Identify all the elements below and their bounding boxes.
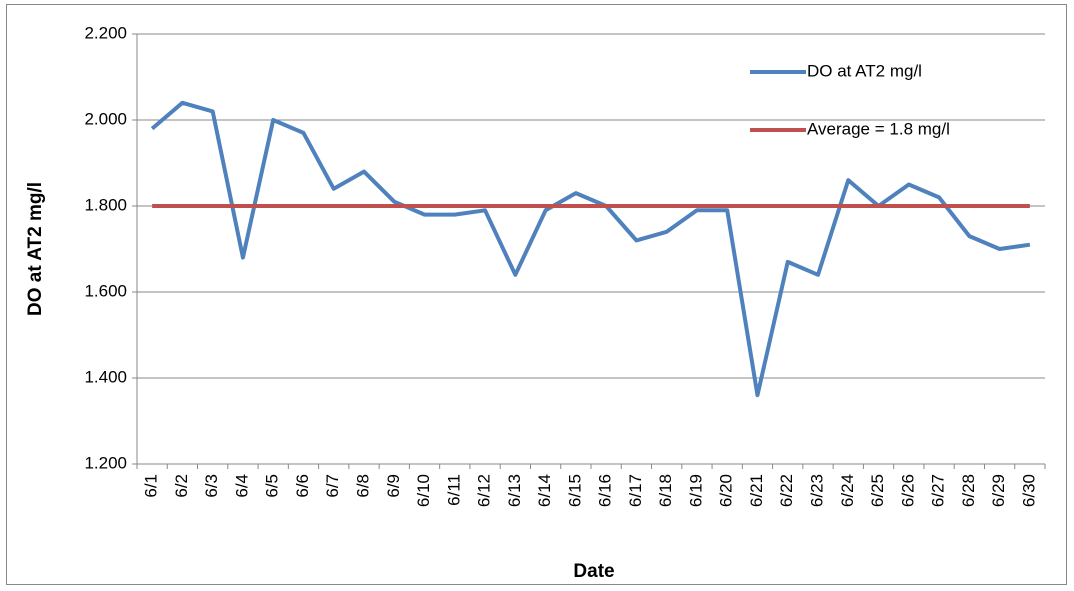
series-line	[150, 100, 1031, 398]
x-tick-label: 6/9	[384, 474, 403, 498]
x-tick-label: 6/24	[838, 474, 857, 507]
x-tick-label: 6/16	[596, 474, 615, 507]
x-tick-label: 6/13	[505, 474, 524, 507]
x-tick-label: 6/15	[565, 474, 584, 507]
x-tick-label: 6/3	[202, 474, 221, 498]
x-tick-label: 6/22	[777, 474, 796, 507]
legend-label: Average = 1.8 mg/l	[807, 119, 950, 138]
x-tick-label: 6/26	[898, 474, 917, 507]
x-tick-label: 6/25	[868, 474, 887, 507]
y-tick-label: 1.200	[84, 453, 127, 472]
x-tick-label: 6/11	[444, 474, 463, 506]
y-axis-title: DO at AT2 mg/l	[25, 182, 46, 316]
x-tick-label: 6/7	[323, 474, 342, 498]
x-tick-label: 6/4	[232, 474, 251, 498]
y-tick-label: 1.400	[84, 367, 127, 386]
x-tick-label: 6/5	[263, 474, 282, 498]
y-tick-label: 2.200	[84, 23, 127, 42]
x-tick-label: 6/12	[475, 474, 494, 507]
x-tick-label: 6/28	[959, 474, 978, 507]
x-tick-label: 6/18	[656, 474, 675, 507]
x-tick-label: 6/6	[293, 474, 312, 498]
x-tick-label: 6/1	[142, 474, 161, 498]
x-tick-label: 6/27	[929, 474, 948, 507]
x-tick-label: 6/21	[747, 474, 766, 507]
x-tick-label: 6/30	[1019, 474, 1038, 507]
x-tick-label: 6/20	[717, 474, 736, 507]
x-tick-label: 6/23	[807, 474, 826, 507]
x-tick-label: 6/19	[686, 474, 705, 507]
y-tick-label: 1.800	[84, 195, 127, 214]
x-tick-label: 6/2	[172, 474, 191, 498]
x-tick-label: 6/8	[353, 474, 372, 498]
legend-label: DO at AT2 mg/l	[807, 61, 922, 80]
x-tick-label: 6/17	[626, 474, 645, 507]
x-tick-label: 6/14	[535, 474, 554, 507]
y-tick-label: 2.000	[84, 109, 127, 128]
x-tick-label: 6/29	[989, 474, 1008, 507]
x-tick-label: 6/10	[414, 474, 433, 507]
y-tick-label: 1.600	[84, 281, 127, 300]
x-axis-title: Date	[573, 561, 614, 582]
